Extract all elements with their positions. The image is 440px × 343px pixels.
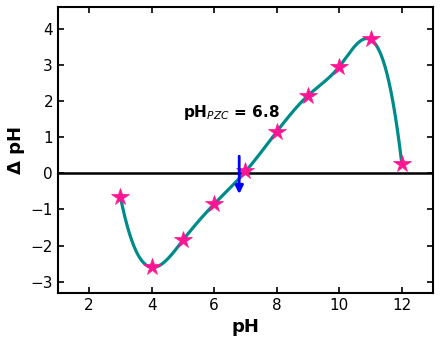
Y-axis label: Δ pH: Δ pH [7,126,25,174]
Text: pH$_{PZC}$ = 6.8: pH$_{PZC}$ = 6.8 [183,103,280,122]
X-axis label: pH: pH [231,318,260,336]
